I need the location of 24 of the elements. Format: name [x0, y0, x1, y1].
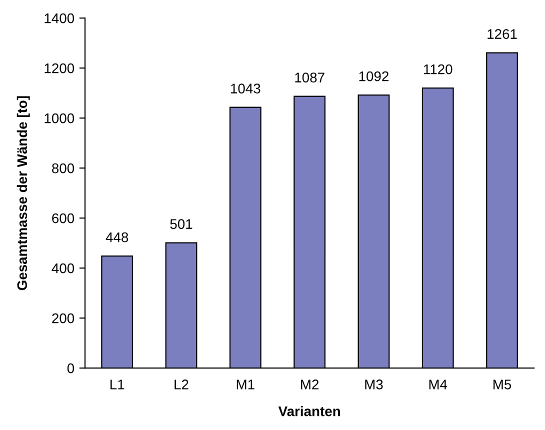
y-axis-title: Gesamtmasse der Wände [to] [16, 96, 30, 290]
y-tick-label: 1400 [44, 13, 74, 24]
data-label: 1261 [488, 29, 517, 39]
data-label: 1087 [295, 72, 324, 82]
y-tick-label: 800 [52, 163, 74, 174]
x-tick-label: L1 [110, 380, 124, 390]
y-tick-label: 400 [52, 263, 74, 274]
y-tick-label: 1200 [44, 63, 74, 74]
y-tick-label: 600 [52, 213, 74, 224]
x-tick-label: M1 [236, 380, 254, 390]
x-tick-label: M3 [365, 380, 383, 390]
x-axis-title: Varianten [278, 406, 340, 416]
x-tick-label: L2 [174, 380, 188, 390]
x-tick-label: M4 [429, 380, 448, 390]
data-label: 501 [170, 219, 192, 229]
y-tick-label: 200 [52, 313, 74, 324]
data-label: 1043 [231, 84, 260, 94]
x-tick-label: M2 [301, 380, 319, 390]
data-label: 1092 [359, 71, 388, 82]
y-tick-label: 1000 [44, 113, 74, 124]
y-tick-label: 0 [67, 363, 74, 374]
x-tick-label: M5 [494, 380, 512, 390]
data-label: 1120 [424, 64, 452, 74]
data-label: 448 [106, 232, 128, 242]
